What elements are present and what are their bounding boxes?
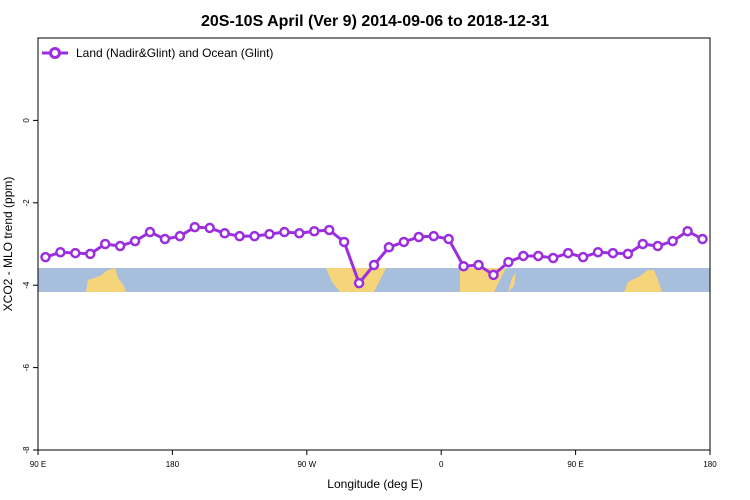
legend-marker (49, 47, 61, 59)
point (99, 238, 111, 250)
point (592, 246, 604, 258)
x-tick-label: 90 E (567, 460, 583, 469)
point (264, 228, 275, 240)
point (40, 251, 51, 263)
x-tick-label: 90 W (297, 460, 316, 469)
point (368, 259, 380, 271)
point (547, 252, 559, 264)
point (518, 250, 529, 262)
point (577, 251, 589, 263)
point (55, 246, 66, 258)
point (667, 235, 678, 247)
point (114, 240, 126, 252)
point (338, 236, 350, 248)
legend: Land (Nadir&Glint) and Ocean (Glint) (42, 46, 273, 60)
point (294, 228, 305, 239)
point (488, 269, 499, 281)
point (129, 235, 141, 247)
x-axis-label: Longitude (deg E) (327, 477, 422, 491)
plot-frame (37, 37, 711, 451)
point (622, 248, 634, 260)
chart-title: 20S-10S April (Ver 9) 2014-09-06 to 2018… (201, 13, 549, 30)
point (85, 248, 96, 260)
point (159, 233, 171, 245)
point (279, 226, 290, 238)
point (383, 242, 395, 253)
point (323, 224, 335, 236)
point (428, 230, 439, 242)
point (682, 225, 693, 237)
y-axis-label: XCO2 - MLO trend (ppm) (1, 177, 15, 312)
map-band (38, 268, 710, 292)
legend-label: Land (Nadir&Glint) and Ocean (Glint) (76, 46, 273, 60)
x-tick-label: 180 (166, 460, 180, 469)
point (353, 277, 365, 289)
point (204, 222, 215, 234)
point (443, 233, 454, 245)
point (249, 230, 260, 242)
point (219, 228, 230, 239)
y-tick-label: -6 (22, 363, 31, 371)
point (637, 238, 649, 250)
x-tick-label: 0 (439, 460, 444, 469)
x-tick-label: 90 E (30, 460, 46, 469)
y-tick-label: 0 (22, 118, 31, 123)
point (398, 236, 410, 248)
y-tick-label: -8 (22, 446, 31, 454)
point (533, 250, 544, 262)
y-tick-label: -4 (22, 281, 31, 289)
point (189, 221, 201, 233)
point (144, 226, 156, 238)
point (697, 233, 708, 245)
point (174, 230, 186, 242)
point (503, 256, 514, 268)
point (413, 231, 425, 243)
y-tick-label: -2 (22, 199, 31, 207)
point (309, 225, 320, 237)
point (562, 247, 574, 259)
point (458, 260, 469, 272)
x-tick-label: 180 (703, 460, 717, 469)
point (473, 259, 484, 271)
point (652, 240, 663, 252)
point (70, 247, 81, 259)
point (234, 230, 245, 242)
point (607, 247, 619, 259)
